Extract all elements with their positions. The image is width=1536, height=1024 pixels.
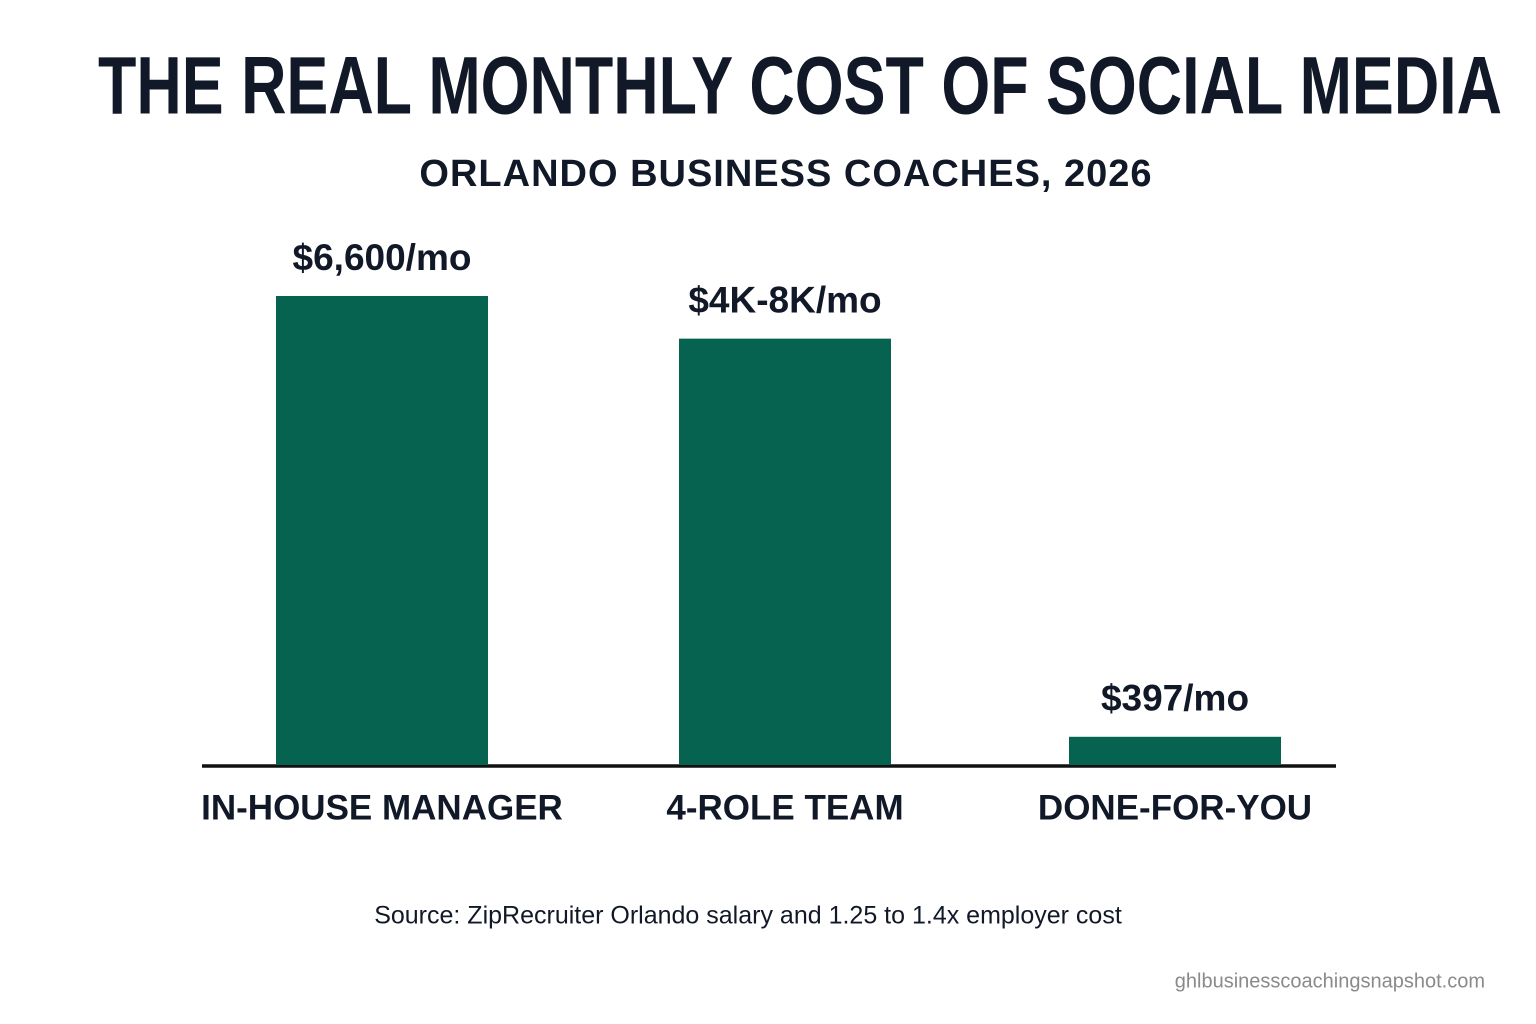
chart-subtitle: ORLANDO BUSINESS COACHES, 2026 xyxy=(419,153,1152,195)
bar xyxy=(679,338,891,765)
chart-title: THE REAL MONTHLY COST OF SOCIAL MEDIA xyxy=(98,41,1502,132)
value-label: $397/mo xyxy=(1101,678,1249,719)
x-tick-label: IN-HOUSE MANAGER xyxy=(201,788,563,827)
value-label: $4K-8K/mo xyxy=(688,279,881,320)
credit: ghlbusinesscoachingsnapshot.com xyxy=(1175,970,1485,992)
source-note: Source: ZipRecruiter Orlando salary and … xyxy=(374,902,1122,930)
x-tick-label: 4-ROLE TEAM xyxy=(666,788,903,827)
bar xyxy=(276,296,488,765)
value-label: $6,600/mo xyxy=(293,237,472,278)
x-tick-label: DONE-FOR-YOU xyxy=(1038,788,1312,827)
bar xyxy=(1069,736,1281,765)
